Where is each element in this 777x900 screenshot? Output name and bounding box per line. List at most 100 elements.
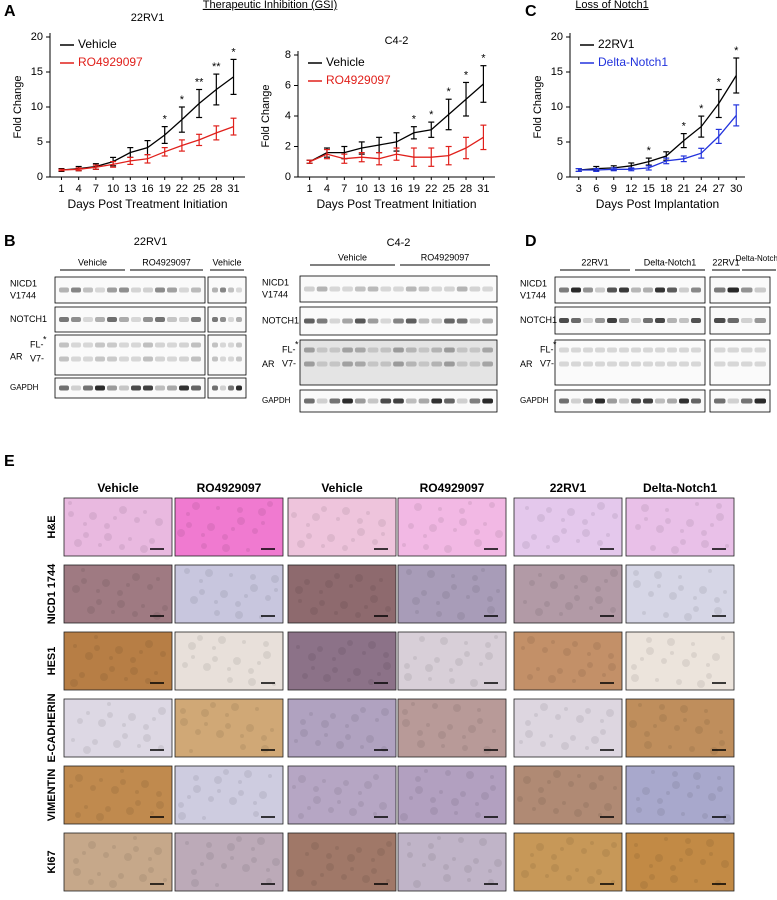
blot-band xyxy=(228,385,234,391)
ihc-image xyxy=(513,497,623,557)
ihc-texture xyxy=(215,883,219,887)
error-bar xyxy=(376,152,383,166)
ihc-texture xyxy=(462,735,466,739)
ihc-texture xyxy=(407,842,411,846)
ihc-texture xyxy=(242,864,250,872)
significance-label: * xyxy=(180,94,185,106)
blot-row-label: V1744 xyxy=(520,290,546,300)
ihc-texture xyxy=(668,745,672,749)
significance-label: * xyxy=(682,121,687,133)
blot-band xyxy=(393,286,404,292)
blot-band xyxy=(191,317,201,322)
ihc-texture xyxy=(233,657,241,665)
error-bar xyxy=(480,65,487,103)
ihc-column-label: Delta-Notch1 xyxy=(643,481,717,495)
ihc-texture xyxy=(154,847,162,855)
x-tick-label: 4 xyxy=(324,183,330,195)
ihc-texture xyxy=(587,652,591,656)
blot-band xyxy=(316,361,328,367)
ihc-image xyxy=(625,698,735,758)
ihc-texture xyxy=(201,533,205,537)
ihc-texture xyxy=(92,739,98,745)
ihc-texture xyxy=(206,842,212,848)
x-tick-label: 10 xyxy=(356,183,368,195)
significance-label: * xyxy=(647,145,652,157)
ihc-texture xyxy=(300,719,306,725)
ihc-texture xyxy=(638,703,642,707)
blot-band xyxy=(691,361,701,367)
ihc-texture xyxy=(629,720,637,728)
blot-band xyxy=(131,287,141,293)
blot-band xyxy=(95,287,105,293)
blot-band xyxy=(212,317,218,322)
ihc-texture xyxy=(429,524,437,532)
ihc-texture xyxy=(532,807,536,811)
ihc-row-label: H&E xyxy=(46,515,58,538)
ihc-texture xyxy=(657,584,661,588)
legend-label: Delta-Notch1 xyxy=(598,55,668,69)
ihc-texture xyxy=(347,854,355,862)
blot-band xyxy=(220,342,226,348)
ihc-texture xyxy=(646,637,652,643)
ihc-texture xyxy=(227,667,231,671)
error-bar xyxy=(410,126,417,140)
ihc-texture xyxy=(704,719,710,725)
blot-band xyxy=(667,398,677,404)
ihc-texture xyxy=(490,775,494,779)
ihc-texture xyxy=(134,517,140,523)
ihc-texture xyxy=(251,847,255,851)
ihc-texture xyxy=(73,644,77,648)
blot-row-label: V1744 xyxy=(262,289,288,299)
significance-label: * xyxy=(464,69,469,81)
ihc-texture xyxy=(451,574,455,578)
blot-band xyxy=(559,347,569,353)
blot-frame xyxy=(207,334,247,376)
ihc-texture xyxy=(440,637,448,645)
ihc-texture xyxy=(112,845,116,849)
blot-band xyxy=(143,317,153,322)
blot-band xyxy=(304,318,315,324)
ihc-texture xyxy=(464,641,468,645)
ihc-image xyxy=(397,765,507,825)
ihc-texture xyxy=(271,575,279,583)
ihc-texture xyxy=(248,678,256,686)
ihc-texture xyxy=(415,610,419,614)
ihc-texture xyxy=(298,599,302,603)
ihc-texture xyxy=(686,519,694,527)
ihc-texture xyxy=(342,507,350,515)
ihc-texture xyxy=(670,651,674,655)
ihc-texture xyxy=(117,590,123,596)
ihc-texture xyxy=(368,679,374,685)
ihc-texture xyxy=(238,780,242,784)
blot-band xyxy=(107,342,117,348)
ihc-image xyxy=(63,832,173,892)
ihc-texture xyxy=(96,599,102,605)
x-tick-label: 28 xyxy=(210,183,222,195)
ihc-texture xyxy=(89,512,97,520)
ihc-texture xyxy=(96,813,104,821)
ihc-texture xyxy=(135,800,141,806)
blot-band xyxy=(354,347,366,353)
ihc-texture xyxy=(413,880,421,888)
x-tick-label: 16 xyxy=(390,183,402,195)
ihc-texture xyxy=(542,647,548,653)
blot-band xyxy=(155,287,165,293)
ihc-texture xyxy=(683,718,687,722)
x-axis-label: Days Post Implantation xyxy=(596,197,719,211)
ihc-texture xyxy=(109,656,113,660)
ihc-texture xyxy=(358,801,364,807)
blot-band xyxy=(655,287,665,293)
ihc-texture xyxy=(441,744,445,748)
ihc-texture xyxy=(550,581,558,589)
ihc-texture xyxy=(408,523,414,529)
ihc-texture xyxy=(525,506,529,510)
ihc-texture xyxy=(544,601,550,607)
ihc-texture xyxy=(527,636,535,644)
blot-band xyxy=(482,347,493,353)
error-bar xyxy=(445,145,452,166)
ihc-texture xyxy=(375,718,379,722)
blot-band xyxy=(754,361,766,367)
blot-band xyxy=(691,347,701,353)
blot-band xyxy=(754,287,766,293)
ihc-texture xyxy=(358,791,362,795)
